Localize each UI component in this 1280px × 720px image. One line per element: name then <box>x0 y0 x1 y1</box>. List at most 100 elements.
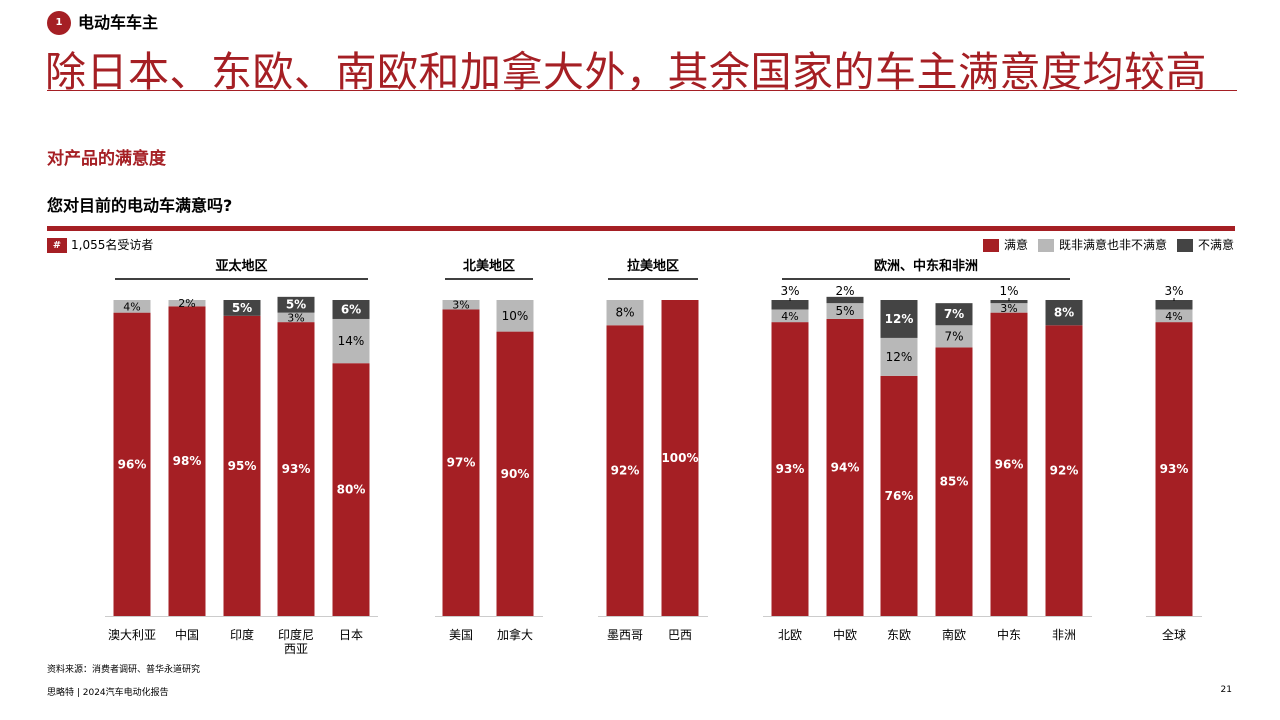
group-header: 亚太地区 <box>215 258 267 274</box>
data-label-satisfied: 100% <box>661 451 698 465</box>
bar-segment-neutral <box>826 303 864 319</box>
bar-segment-dissatisfied <box>223 300 261 316</box>
data-label-neutral: 4% <box>781 310 798 323</box>
section-number-badge: 1 <box>47 11 71 35</box>
data-label-neutral: 4% <box>123 300 140 313</box>
category-label: 加拿大 <box>497 627 533 642</box>
bar-segment-satisfied <box>606 325 644 616</box>
footer-text: 思略特 | 2024汽车电动化报告 <box>47 688 169 698</box>
bar-segment-satisfied <box>496 331 534 616</box>
survey-question: 您对目前的电动车满意吗? <box>47 196 233 215</box>
data-label-neutral: 3% <box>287 311 304 324</box>
bar-segment-satisfied <box>771 322 809 616</box>
data-label-satisfied: 96% <box>995 457 1024 471</box>
category-label: 南欧 <box>942 627 966 642</box>
bar-segment-satisfied <box>990 312 1028 616</box>
page-title: 除日本、东欧、南欧和加拿大外，其余国家的车主满意度均较高 <box>45 48 1207 96</box>
data-label-satisfied: 94% <box>831 460 860 474</box>
bar-segment-satisfied <box>661 300 699 616</box>
data-label-satisfied: 92% <box>611 464 640 478</box>
group-header: 欧洲、中东和非洲 <box>874 258 978 274</box>
page-number: 21 <box>1220 685 1232 695</box>
data-label-satisfied: 95% <box>228 459 257 473</box>
legend-label-dissatisfied: 不满意 <box>1197 238 1234 252</box>
subtitle: 对产品的满意度 <box>47 149 166 169</box>
category-label: 日本 <box>339 628 363 642</box>
bar-segment-satisfied <box>935 347 973 616</box>
data-label-neutral: 5% <box>835 304 854 318</box>
bar-segment-neutral <box>606 300 644 326</box>
data-label-satisfied: 96% <box>118 457 147 471</box>
bar-segment-dissatisfied <box>935 303 973 326</box>
bar-segment-neutral <box>442 300 480 310</box>
data-label-dissatisfied: 3% <box>780 284 799 298</box>
category-label: 巴西 <box>668 628 692 642</box>
category-label: 美国 <box>449 628 473 642</box>
data-label-neutral: 8% <box>615 306 634 320</box>
bar-segment-dissatisfied <box>771 300 809 310</box>
category-label: 北欧 <box>778 628 802 642</box>
bar-segment-neutral <box>771 309 809 323</box>
bar-segment-satisfied <box>1045 325 1083 616</box>
legend-item-satisfied: 满意 <box>982 237 1028 254</box>
data-label-satisfied: 93% <box>776 462 805 476</box>
bar-segment-dissatisfied <box>880 300 918 338</box>
chart-top-rule <box>47 226 1235 231</box>
data-label-neutral: 2% <box>178 297 195 310</box>
bar-segment-dissatisfied <box>1155 300 1193 310</box>
bar-segment-dissatisfied <box>332 300 370 319</box>
data-label-satisfied: 98% <box>173 454 202 468</box>
data-label-neutral: 3% <box>1000 302 1017 315</box>
data-label-dissatisfied: 5% <box>286 298 306 312</box>
data-label-neutral: 3% <box>452 299 469 312</box>
category-label: 中东 <box>997 627 1021 642</box>
bar-segment-dissatisfied <box>990 300 1028 304</box>
category-label: 西亚 <box>284 642 308 656</box>
data-label-satisfied: 90% <box>501 467 530 481</box>
data-label-neutral: 4% <box>1165 310 1182 323</box>
bar-segment-dissatisfied <box>826 296 864 304</box>
legend-swatch-dissatisfied <box>1176 239 1193 252</box>
bar-segment-dissatisfied <box>1045 300 1083 326</box>
legend-item-dissatisfied: 不满意 <box>1176 237 1234 254</box>
bar-segment-neutral <box>1155 309 1193 323</box>
data-label-satisfied: 93% <box>1160 462 1189 476</box>
data-label-satisfied: 93% <box>282 462 311 476</box>
legend-swatch-satisfied <box>982 239 999 252</box>
bar-segment-satisfied <box>880 375 918 616</box>
bar-segment-neutral <box>880 337 918 376</box>
data-label-satisfied: 92% <box>1050 464 1079 478</box>
category-label: 印度尼 <box>278 627 314 642</box>
title-divider <box>47 90 1237 91</box>
group-header: 北美地区 <box>463 258 515 274</box>
data-label-dissatisfied: 12% <box>885 312 914 326</box>
bar-segment-satisfied <box>223 315 261 616</box>
data-label-dissatisfied: 3% <box>1164 284 1183 298</box>
legend-label-satisfied: 满意 <box>1003 238 1028 252</box>
category-label: 东欧 <box>887 628 911 642</box>
data-label-satisfied: 76% <box>885 489 914 503</box>
data-label-satisfied: 80% <box>337 483 366 497</box>
bar-segment-neutral <box>113 300 151 313</box>
bar-segment-neutral <box>990 303 1028 313</box>
group-header: 拉美地区 <box>627 258 679 274</box>
legend-swatch-neutral <box>1037 239 1054 252</box>
bar-segment-neutral <box>332 318 370 364</box>
category-label: 中国 <box>175 627 199 642</box>
bar-segment-satisfied <box>1155 322 1193 616</box>
bar-segment-neutral <box>935 325 973 348</box>
data-label-dissatisfied: 7% <box>944 307 964 321</box>
section-label: 电动车车主 <box>78 13 159 32</box>
data-label-neutral: 10% <box>502 309 529 323</box>
legend-item-neutral: 既非满意也非不满意 <box>1037 237 1167 254</box>
data-label-dissatisfied: 8% <box>1054 306 1074 320</box>
respondents-badge: # <box>47 238 67 253</box>
data-label-dissatisfied: 2% <box>835 284 854 298</box>
bar-segment-satisfied <box>442 309 480 616</box>
bar-segment-satisfied <box>332 363 370 616</box>
data-label-dissatisfied: 5% <box>232 301 252 315</box>
data-label-neutral: 12% <box>886 350 913 364</box>
bar-segment-dissatisfied <box>277 296 315 313</box>
bar-segment-neutral <box>168 300 206 307</box>
